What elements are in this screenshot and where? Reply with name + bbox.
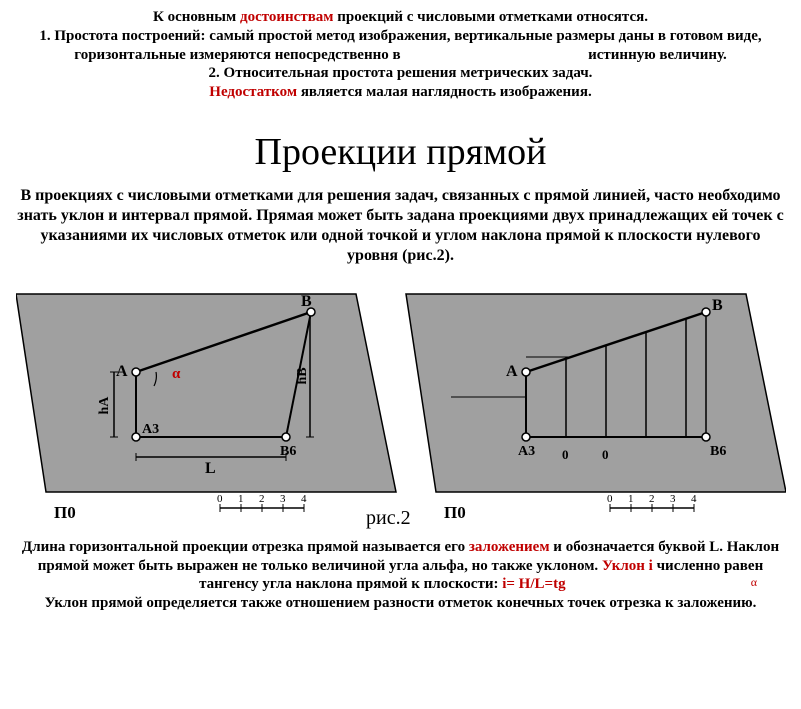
svg-text:B: B bbox=[301, 293, 312, 310]
svg-text:0: 0 bbox=[217, 493, 223, 505]
alpha-float: α bbox=[751, 575, 757, 590]
svg-text:B6: B6 bbox=[710, 444, 726, 459]
svg-text:0: 0 bbox=[607, 493, 613, 505]
bt-1: Длина горизонтальной проекции отрезка пр… bbox=[22, 539, 469, 555]
svg-text:A3: A3 bbox=[142, 422, 159, 437]
svg-text:2: 2 bbox=[649, 493, 655, 505]
bt-formula: i= H/L=tg bbox=[502, 576, 565, 592]
svg-text:4: 4 bbox=[301, 493, 307, 505]
intro-accent: достоинствам bbox=[240, 9, 337, 25]
bottom-block: Длина горизонтальной проекции отрезка пр… bbox=[14, 538, 787, 613]
bt-zal: заложением bbox=[469, 539, 553, 555]
svg-text:B: B bbox=[712, 297, 723, 314]
intro-point2: 2. Относительная простота решения метрич… bbox=[209, 65, 593, 81]
bt-uklon: Уклон i bbox=[602, 558, 657, 574]
page-title: Проекции прямой bbox=[14, 130, 787, 174]
intro-drawback-text: является малая наглядность изображения. bbox=[301, 84, 592, 100]
figure-svg: BAαA3B6hAhBLП001234BAA3B600П001234рис.2 bbox=[16, 272, 786, 532]
svg-text:П0: П0 bbox=[54, 503, 76, 522]
intro-rest: проекций с числовыми отметками относятся… bbox=[337, 9, 648, 25]
svg-text:2: 2 bbox=[259, 493, 265, 505]
svg-text:0: 0 bbox=[602, 447, 609, 462]
svg-text:1: 1 bbox=[628, 493, 634, 505]
svg-text:hA: hA bbox=[97, 395, 112, 414]
svg-text:A3: A3 bbox=[518, 444, 535, 459]
bt-4: Уклон прямой определяется также отношени… bbox=[45, 595, 757, 611]
intro-block: К основным достоинствам проекций с число… bbox=[14, 8, 787, 102]
svg-text:hB: hB bbox=[295, 367, 310, 384]
svg-text:0: 0 bbox=[562, 447, 569, 462]
svg-text:L: L bbox=[205, 460, 216, 477]
svg-text:α: α bbox=[172, 366, 181, 382]
intro-point1-end: истинную величину. bbox=[588, 47, 727, 63]
svg-text:П0: П0 bbox=[444, 503, 466, 522]
svg-text:3: 3 bbox=[670, 493, 676, 505]
figure-wrap: BAαA3B6hAhBLП001234BAA3B600П001234рис.2 bbox=[14, 272, 787, 532]
svg-text:A: A bbox=[506, 363, 518, 380]
svg-text:рис.2: рис.2 bbox=[366, 507, 411, 529]
svg-text:1: 1 bbox=[238, 493, 244, 505]
svg-text:A: A bbox=[116, 363, 128, 380]
svg-text:3: 3 bbox=[280, 493, 286, 505]
intro-drawback-label: Недостатком bbox=[209, 84, 301, 100]
svg-text:4: 4 bbox=[691, 493, 697, 505]
intro-prefix: К основным bbox=[153, 9, 240, 25]
paragraph-1: В проекциях с числовыми отметками для ре… bbox=[14, 186, 787, 266]
